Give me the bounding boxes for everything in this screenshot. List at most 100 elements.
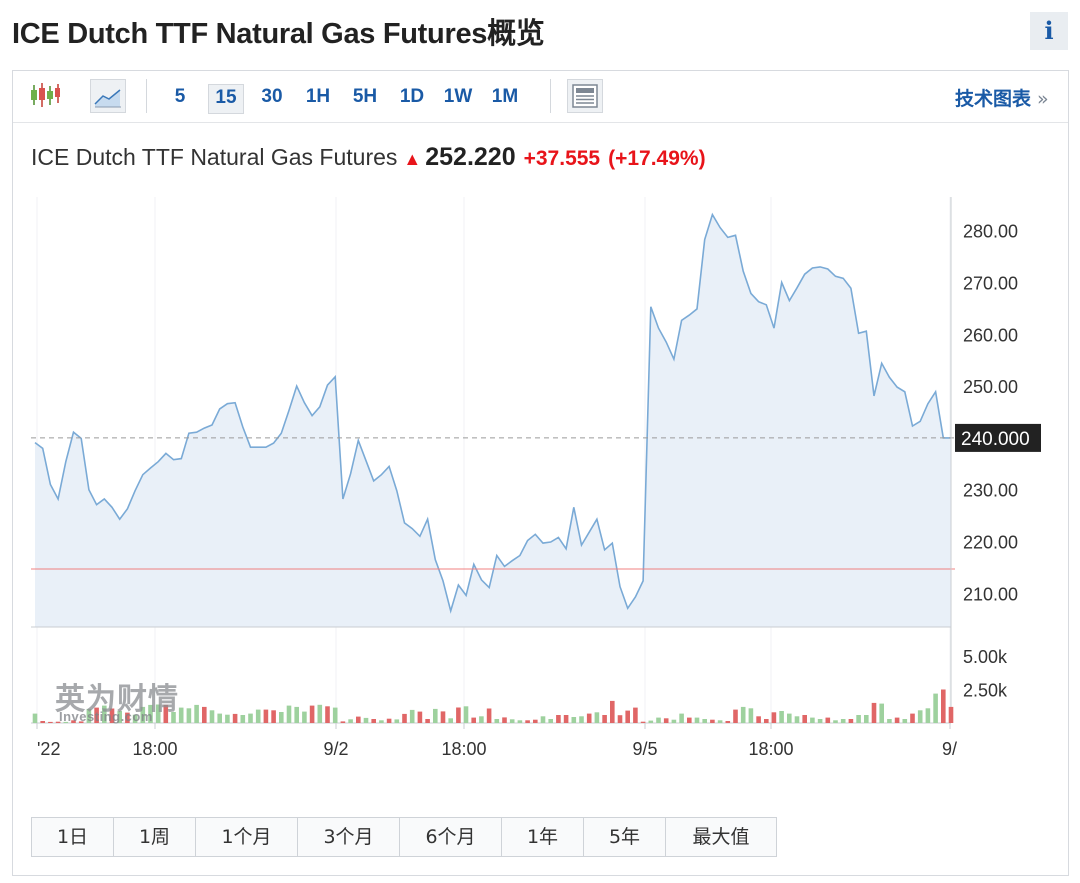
interval-1w[interactable]: 1W bbox=[443, 86, 473, 107]
range-6m[interactable]: 6个月 bbox=[400, 818, 502, 856]
volume-bar bbox=[356, 716, 361, 723]
info-icon[interactable]: i bbox=[1030, 12, 1068, 50]
instrument-name: ICE Dutch TTF Natural Gas Futures bbox=[31, 144, 398, 170]
volume-bar bbox=[764, 719, 769, 723]
chart-panel: 5 15 30 1H 5H 1D 1W 1M 技术图表» ICE Dutch T… bbox=[12, 70, 1069, 876]
news-panel-icon[interactable] bbox=[567, 79, 603, 113]
price-change: +37.555 bbox=[523, 147, 601, 170]
volume-bar bbox=[102, 705, 107, 723]
x-tick-label: 18:00 bbox=[441, 739, 486, 759]
volume-bar bbox=[817, 719, 823, 723]
volume-bar bbox=[794, 716, 800, 723]
volume-bar bbox=[625, 710, 630, 723]
volume-bar bbox=[948, 706, 954, 723]
volume-bar bbox=[833, 720, 838, 723]
volume-bar bbox=[871, 702, 877, 723]
volume-bar bbox=[802, 715, 807, 723]
volume-bar bbox=[371, 719, 376, 723]
watermark-en: Investing.com bbox=[59, 709, 153, 724]
y-tick-label: 220.00 bbox=[963, 533, 1018, 553]
volume-bar bbox=[263, 709, 269, 723]
volume-bar bbox=[202, 706, 207, 723]
volume-bar bbox=[602, 715, 607, 723]
volume-bar bbox=[702, 719, 707, 723]
volume-bar bbox=[740, 706, 746, 723]
volume-bar bbox=[240, 715, 246, 723]
volume-bar bbox=[879, 703, 884, 723]
y-tick-label: 210.00 bbox=[963, 584, 1018, 604]
volume-bar bbox=[548, 719, 553, 723]
interval-1h[interactable]: 1H bbox=[305, 86, 331, 107]
volume-bar bbox=[271, 710, 276, 723]
y-tick-label: 260.00 bbox=[963, 325, 1018, 345]
interval-15[interactable]: 15 bbox=[208, 84, 244, 114]
volume-bar bbox=[925, 708, 931, 723]
volume-bar bbox=[325, 706, 330, 723]
range-5y[interactable]: 5年 bbox=[584, 818, 666, 856]
volume-bar bbox=[279, 712, 284, 723]
volume-bar bbox=[887, 719, 892, 723]
interval-1m[interactable]: 1M bbox=[491, 86, 519, 107]
interval-5h[interactable]: 5H bbox=[352, 86, 378, 107]
range-1w[interactable]: 1周 bbox=[114, 818, 196, 856]
price-chart[interactable]: 280.00 270.00 260.00 250.00 230.00 220.00 210.… bbox=[13, 71, 1068, 801]
volume-bar bbox=[941, 689, 946, 723]
x-tick-label: '22 bbox=[37, 739, 60, 759]
volume-bar bbox=[148, 704, 153, 723]
volume-bar bbox=[848, 719, 854, 723]
volume-bar bbox=[810, 717, 815, 723]
area-chart-icon[interactable] bbox=[90, 79, 126, 113]
volume-bar bbox=[348, 719, 353, 723]
volume-bar bbox=[579, 716, 584, 723]
volume-bar bbox=[48, 721, 53, 723]
volume-bar bbox=[332, 707, 338, 723]
interval-30[interactable]: 30 bbox=[261, 86, 283, 107]
range-1d[interactable]: 1日 bbox=[32, 818, 114, 856]
volume-bar bbox=[309, 705, 315, 723]
volume-bar bbox=[178, 707, 184, 723]
x-tick-label: 18:00 bbox=[748, 739, 793, 759]
volume-bar bbox=[594, 712, 600, 723]
technical-chart-link[interactable]: 技术图表» bbox=[955, 84, 1049, 111]
volume-bar bbox=[40, 721, 45, 723]
volume-bar bbox=[402, 713, 407, 723]
volume-bar bbox=[525, 720, 530, 723]
volume-bar bbox=[409, 709, 415, 723]
range-max[interactable]: 最大值 bbox=[666, 818, 776, 856]
volume-bar bbox=[933, 693, 938, 723]
volume-bar bbox=[302, 711, 307, 723]
volume-bar bbox=[479, 716, 484, 723]
last-price: 252.220 bbox=[425, 143, 516, 171]
candlestick-chart-icon[interactable] bbox=[27, 79, 63, 113]
volume-bar bbox=[556, 715, 561, 723]
volume-bar bbox=[687, 717, 692, 723]
volume-bar bbox=[55, 721, 61, 723]
page-title: ICE Dutch TTF Natural Gas Futures概览 bbox=[12, 18, 545, 50]
chart-toolbar: 5 15 30 1H 5H 1D 1W 1M 技术图表» bbox=[13, 71, 1068, 123]
price-change-percent: (+17.49%) bbox=[608, 147, 706, 170]
x-tick-label: 9/ bbox=[942, 739, 957, 759]
volume-bar bbox=[425, 719, 430, 723]
volume-bar bbox=[864, 715, 869, 723]
volume-bar bbox=[733, 709, 738, 723]
interval-5[interactable]: 5 bbox=[174, 86, 186, 107]
toolbar-divider bbox=[550, 79, 551, 113]
volume-bar bbox=[340, 721, 346, 723]
interval-1d[interactable]: 1D bbox=[399, 86, 425, 107]
volume-bar bbox=[63, 721, 69, 723]
x-tick-label: 9/2 bbox=[323, 739, 348, 759]
range-1m[interactable]: 1个月 bbox=[196, 818, 298, 856]
volume-bar bbox=[710, 719, 715, 723]
volume-bar bbox=[856, 715, 861, 723]
last-value-tag bbox=[955, 423, 1041, 452]
volume-bar bbox=[756, 716, 761, 723]
range-1y[interactable]: 1年 bbox=[502, 818, 584, 856]
volume-bar bbox=[725, 721, 731, 723]
range-3m[interactable]: 3个月 bbox=[298, 818, 400, 856]
volume-bar bbox=[586, 713, 592, 723]
volume-bar bbox=[663, 718, 669, 723]
x-tick-label: 9/5 bbox=[632, 739, 657, 759]
volume-bar bbox=[386, 718, 392, 723]
volume-bar bbox=[540, 716, 546, 723]
volume-bar bbox=[32, 713, 38, 723]
